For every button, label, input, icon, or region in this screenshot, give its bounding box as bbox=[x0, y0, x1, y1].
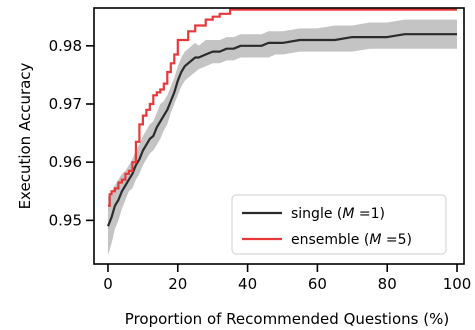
y-axis-ticks: 0.95 0.96 0.97 0.98 bbox=[49, 37, 94, 229]
x-tick-label: 60 bbox=[308, 275, 327, 293]
single-band bbox=[108, 19, 457, 256]
x-tick-label: 40 bbox=[238, 275, 257, 293]
y-tick-label: 0.95 bbox=[49, 211, 82, 229]
x-axis-ticks: 0 20 40 60 80 100 bbox=[103, 264, 471, 293]
x-tick-label: 20 bbox=[168, 275, 187, 293]
x-tick-label: 0 bbox=[103, 275, 113, 293]
plot-frame bbox=[93, 7, 465, 265]
ensemble-line bbox=[108, 8, 457, 207]
legend-box bbox=[231, 194, 447, 255]
y-tick-label: 0.96 bbox=[49, 153, 82, 171]
y-tick-label: 0.97 bbox=[49, 95, 82, 113]
single-line bbox=[106, 33, 457, 227]
y-axis-label: Execution Accuracy bbox=[16, 62, 34, 209]
y-tick-label: 0.98 bbox=[49, 37, 82, 55]
plot-area bbox=[106, 8, 457, 256]
legend: single (M =1) ensemble (M =5) bbox=[231, 194, 447, 255]
x-tick-label: 100 bbox=[443, 275, 472, 293]
legend-label-ensemble: ensemble (M =5) bbox=[291, 232, 412, 248]
x-axis-label: Proportion of Recommended Questions (%) bbox=[125, 310, 449, 328]
x-tick-label: 80 bbox=[378, 275, 397, 293]
legend-label-single: single (M =1) bbox=[291, 206, 385, 222]
